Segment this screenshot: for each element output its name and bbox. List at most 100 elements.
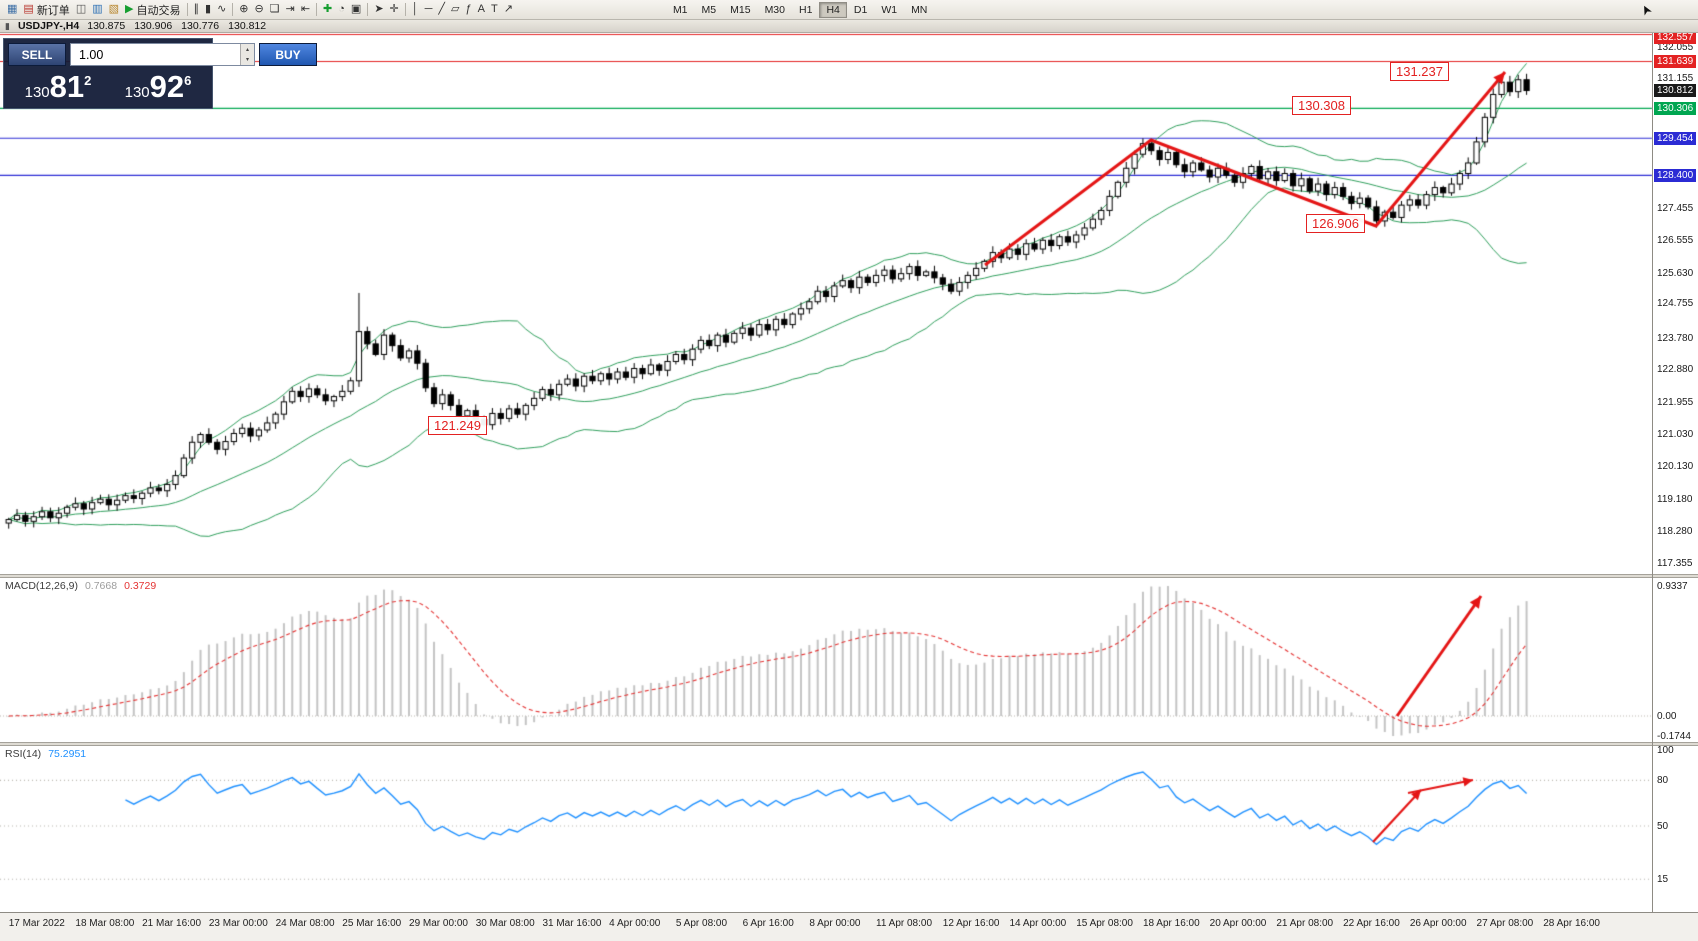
price-scale-label: 121.030 (1657, 429, 1694, 441)
tile-windows-button[interactable]: ❏ (267, 1, 283, 18)
templates-button[interactable]: ▣ (348, 1, 364, 18)
arrows-icon: ↗ (503, 3, 513, 15)
open-value: 130.875 (87, 20, 126, 32)
charts-icon: ◫ (75, 3, 87, 15)
templates-icon: ▣ (350, 3, 362, 15)
market-watch-icon: ▥ (92, 3, 103, 15)
pane-splitter[interactable] (0, 742, 1698, 746)
time-axis-label: 31 Mar 16:00 (542, 918, 602, 929)
chart-window-icon: ▦ (7, 3, 18, 15)
time-axis-label: 4 Apr 00:00 (609, 918, 661, 929)
timeframe-h4[interactable]: H4 (819, 1, 847, 18)
price-scale-label: 117.355 (1657, 558, 1693, 570)
chart-title-bar: ▮ USDJPY-,H4 130.875 130.906 130.776 130… (0, 20, 1698, 33)
crosshair-icon: ✛ (389, 3, 399, 15)
rsi-scale-label: 100 (1657, 745, 1674, 756)
price-level-badge: 130.306 (1654, 101, 1697, 115)
price-scale-label: 127.455 (1657, 203, 1694, 215)
charts-button[interactable]: ◫ (73, 1, 89, 18)
text-label-button[interactable]: T (488, 1, 501, 18)
trendline-icon: ╱ (438, 3, 446, 15)
one-click-trading-panel: SELL ▴ ▾ BUY 130812 130926 (3, 38, 317, 109)
price-level-badge: 132.557 (1654, 31, 1697, 44)
close-value: 130.812 (228, 20, 267, 32)
price-level-badge: 128.400 (1654, 168, 1697, 182)
vertical-line-icon: │ (411, 3, 419, 15)
macd-scale-max: 0.9337 (1657, 581, 1688, 592)
zoom-in-button[interactable]: ⊕ (236, 1, 251, 18)
text-button[interactable]: A (475, 1, 488, 18)
navigator-button[interactable]: ▧ (106, 1, 122, 18)
horizontal-line-button[interactable]: ─ (422, 1, 436, 18)
equidistant-channel-button[interactable]: ▱ (448, 1, 462, 18)
cursor-button[interactable]: ➤ (371, 1, 386, 18)
new-order-button[interactable]: ▤ 新订单 (20, 1, 72, 18)
toolbar-separator (404, 3, 406, 16)
candlestick-chart-button[interactable]: ▮ (202, 1, 214, 18)
time-axis-label: 15 Apr 08:00 (1076, 918, 1133, 929)
periods-button[interactable]: ◔ (335, 1, 348, 18)
price-annotation[interactable]: 126.906 (1306, 214, 1365, 233)
candlestick-chart-icon: ▮ (205, 3, 212, 15)
timeframe-m1[interactable]: M1 (672, 3, 688, 16)
zoom-out-icon: ⊖ (254, 3, 264, 15)
time-axis-label: 8 Apr 00:00 (809, 918, 861, 929)
price-level-badge: 131.639 (1654, 54, 1697, 68)
timeframe-mn[interactable]: MN (911, 3, 928, 16)
time-axis-label: 23 Mar 00:00 (208, 918, 268, 929)
zoom-out-button[interactable]: ⊖ (252, 1, 267, 18)
candlestick-icon: ▮ (5, 20, 10, 31)
timeframe-m5[interactable]: M5 (701, 3, 717, 16)
vertical-line-button[interactable]: │ (409, 1, 422, 18)
timeframe-h1[interactable]: H1 (799, 3, 813, 16)
timeframe-d1[interactable]: D1 (853, 3, 868, 16)
high-value: 130.906 (134, 20, 173, 32)
navigator-icon: ▧ (108, 3, 120, 15)
text-label-icon: T (490, 3, 498, 15)
autotrading-button-label: 自动交易 (136, 4, 181, 17)
volume-down-button[interactable]: ▾ (241, 54, 254, 65)
pane-splitter[interactable] (0, 574, 1698, 578)
chart-shift-button[interactable]: ⇤ (298, 1, 313, 18)
volume-up-button[interactable]: ▴ (241, 44, 254, 55)
cursor-icon: ➤ (374, 3, 384, 15)
price-annotation[interactable]: 130.308 (1292, 96, 1351, 115)
price-scale-label: 131.155 (1657, 73, 1694, 85)
chart-window-button[interactable]: ▦ (4, 1, 20, 18)
periods-icon: ◔ (338, 3, 345, 15)
time-axis-label: 12 Apr 16:00 (942, 918, 1000, 929)
arrows-button[interactable]: ↗ (501, 1, 516, 18)
timeframe-w1[interactable]: W1 (881, 3, 898, 16)
time-axis-label: 21 Mar 16:00 (142, 918, 202, 929)
volume-input[interactable] (71, 44, 240, 65)
trendline-button[interactable]: ╱ (435, 1, 448, 18)
line-chart-button[interactable]: ∿ (214, 1, 229, 18)
indicators-button[interactable]: ✚ (320, 1, 335, 18)
time-axis-label: 24 Mar 08:00 (275, 918, 335, 929)
fibonacci-button[interactable]: ƒ (463, 1, 475, 18)
crosshair-button[interactable]: ✛ (387, 1, 402, 18)
time-axis[interactable]: 17 Mar 2022 18 Mar 08:00 21 Mar 16:00 23 Ma… (0, 912, 1698, 941)
price-annotation[interactable]: 121.249 (428, 416, 487, 435)
chart-shift-icon: ⇤ (300, 3, 311, 15)
bid-price: 130812 (24, 69, 92, 104)
bar-chart-button[interactable]: ∥ (191, 1, 203, 18)
price-scale[interactable]: 132.055 131.155 127.455 126.555 125.630 124.7… (1652, 31, 1698, 912)
time-axis-label: 25 Mar 16:00 (342, 918, 402, 929)
price-scale-label: 124.755 (1657, 298, 1694, 310)
zoom-in-icon: ⊕ (239, 3, 249, 15)
autotrading-button[interactable]: ▶ 自动交易 (122, 1, 183, 18)
bar-chart-icon: ∥ (193, 3, 200, 15)
market-watch-button[interactable]: ▥ (89, 1, 105, 18)
time-axis-label: 27 Apr 08:00 (1476, 918, 1534, 929)
auto-scroll-button[interactable]: ⇥ (283, 1, 298, 18)
rsi-scale-label: 80 (1657, 775, 1669, 787)
rsi-scale-label: 15 (1657, 874, 1669, 886)
sell-button[interactable]: SELL (8, 43, 66, 66)
autotrading-icon: ▶ (125, 3, 134, 15)
price-annotation[interactable]: 131.237 (1390, 62, 1449, 81)
timeframe-m15[interactable]: M15 (730, 3, 751, 16)
buy-button[interactable]: BUY (259, 43, 317, 66)
timeframe-m30[interactable]: M30 (764, 3, 785, 16)
